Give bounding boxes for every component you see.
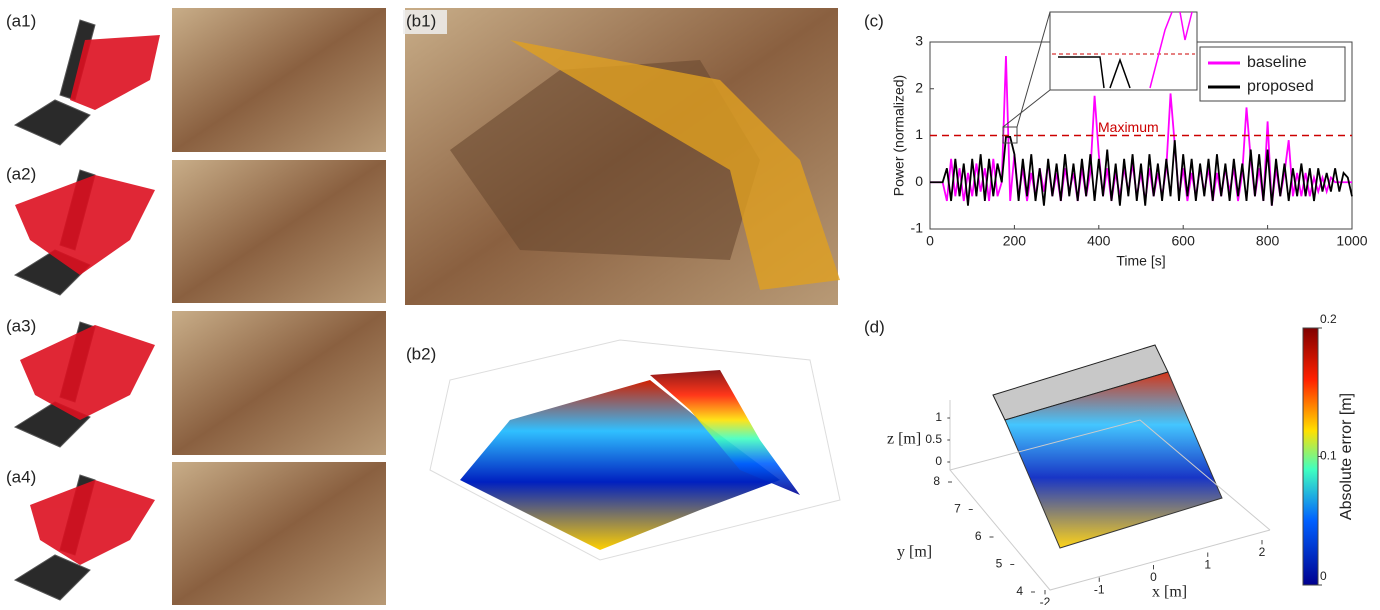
panel-label: (b2) <box>406 344 436 363</box>
bucket-surface <box>70 35 160 110</box>
tick-label: 1 <box>935 410 942 424</box>
x-tick-label: 400 <box>1087 233 1111 249</box>
panel-label: (a4) <box>6 467 36 486</box>
colorbar-tick-label: 0.1 <box>1320 449 1337 463</box>
y-tick-label: 0 <box>915 173 923 189</box>
tick-label: 0 <box>935 454 942 468</box>
z-axis-label: z [m] <box>887 431 921 448</box>
threshold-label: Maximum <box>1098 119 1159 135</box>
legend-label: proposed <box>1247 78 1314 95</box>
bucket-surface <box>15 175 155 275</box>
x-tick-label: 200 <box>1003 233 1027 249</box>
y-tick-label: -1 <box>911 220 924 236</box>
x-axis-label: x [m] <box>1152 584 1187 601</box>
y-tick-label: 1 <box>915 126 923 142</box>
photo <box>172 462 386 605</box>
tick-label: 0.5 <box>925 432 942 446</box>
colorbar <box>1303 328 1318 585</box>
tick-label: 0 <box>1150 570 1157 584</box>
x-tick-label: 0 <box>926 233 934 249</box>
y-tick-label: 2 <box>915 79 923 95</box>
tick-label: 1 <box>1204 558 1211 572</box>
tick-label: 5 <box>996 557 1003 571</box>
legend-label: baseline <box>1247 54 1307 71</box>
y-axis-label: Power (normalized) <box>891 75 907 196</box>
bucket-surface <box>30 480 155 565</box>
tick-label: -1 <box>1094 583 1105 597</box>
tick-label: 2 <box>1259 545 1266 559</box>
tick-label: 4 <box>1016 584 1023 598</box>
bucket-surface <box>20 325 155 420</box>
tick-label: 7 <box>954 502 961 516</box>
panel-label: (c) <box>864 11 884 30</box>
x-tick-label: 600 <box>1172 233 1196 249</box>
photo <box>172 160 386 303</box>
colorbar-tick-label: 0.2 <box>1320 312 1337 326</box>
panel-label: (b1) <box>406 11 436 30</box>
y-axis-label: y [m] <box>897 544 932 561</box>
tick-label: 6 <box>975 529 982 543</box>
tick-label: -2 <box>1040 595 1051 605</box>
panel-label: (a1) <box>6 11 36 30</box>
x-tick-label: 1000 <box>1336 233 1367 249</box>
photo <box>172 8 386 152</box>
photo <box>172 311 386 455</box>
x-axis-label: Time [s] <box>1116 253 1165 269</box>
panel-label: (a3) <box>6 316 36 335</box>
panel-label: (a2) <box>6 164 36 183</box>
figure: (a1)(a2)(a3)(a4)(b1)(b2)(c)(d)0200400600… <box>0 0 1380 605</box>
y-tick-label: 3 <box>915 33 923 49</box>
colorbar-tick-label: 0 <box>1320 569 1327 583</box>
tick-label: 8 <box>933 474 940 488</box>
colorbar-label: Absolute error [m] <box>1338 393 1355 520</box>
x-tick-label: 800 <box>1256 233 1280 249</box>
point-cloud <box>430 340 840 560</box>
panel-label: (d) <box>864 317 885 336</box>
inset <box>1050 12 1197 90</box>
a-panels <box>15 8 386 605</box>
